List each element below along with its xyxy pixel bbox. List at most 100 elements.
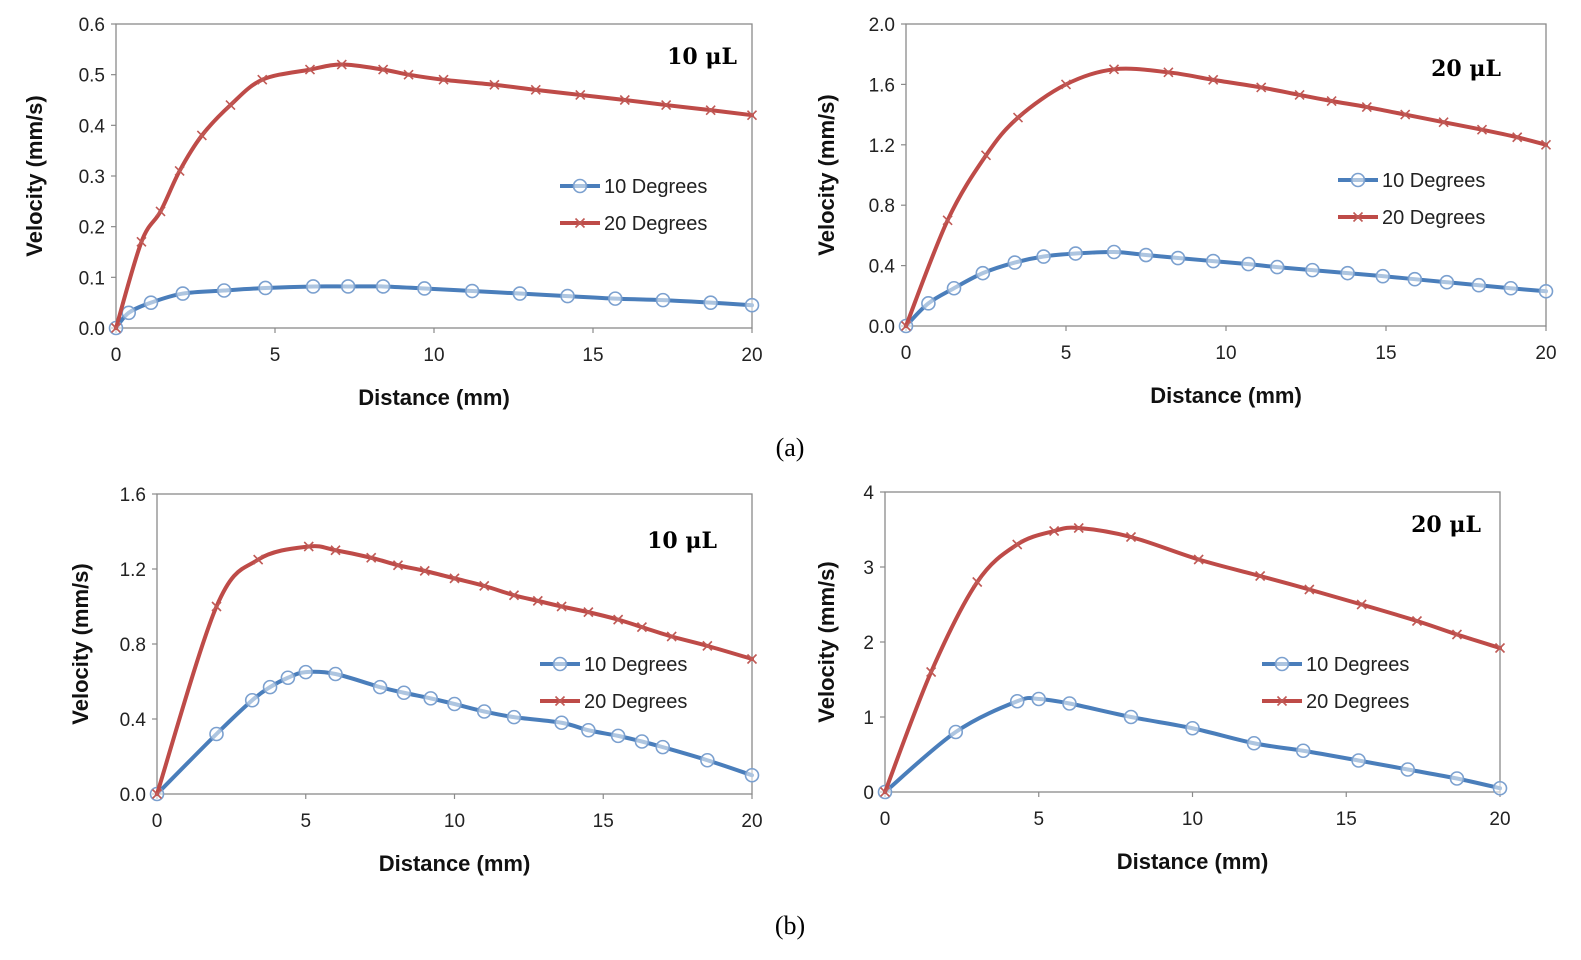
data-point <box>921 296 936 311</box>
y-tick-label: 0.3 <box>79 167 105 188</box>
data-point <box>1163 67 1174 78</box>
y-tick-label: 0.0 <box>120 785 146 806</box>
x-tick-label: 5 <box>300 811 311 832</box>
data-point <box>396 685 412 701</box>
y-tick-label: 0.5 <box>79 66 105 87</box>
data-point <box>1361 101 1372 113</box>
series-red <box>879 522 1506 798</box>
legend-entry: 20 Degrees <box>540 691 687 713</box>
data-point <box>512 286 528 301</box>
data-point <box>336 59 347 70</box>
data-point <box>1449 771 1465 786</box>
data-point <box>449 573 460 584</box>
x-tick-label: 20 <box>1489 809 1510 830</box>
data-point <box>975 265 991 281</box>
plot-area <box>905 23 1547 327</box>
data-point <box>328 666 343 682</box>
series-blue <box>149 664 760 802</box>
data-point <box>378 64 389 75</box>
data-point <box>1411 615 1423 627</box>
series-line <box>883 525 1502 794</box>
data-point <box>216 283 232 298</box>
data-point <box>1256 82 1267 93</box>
y-tick-label: 4 <box>863 483 874 504</box>
data-point <box>1106 244 1122 260</box>
data-point <box>554 715 569 731</box>
data-point <box>372 679 388 695</box>
x-tick-label: 0 <box>880 809 891 830</box>
legend-label: 10 Degrees <box>604 176 707 198</box>
series-red <box>110 59 758 334</box>
series-red <box>151 541 758 800</box>
x-tick-label: 5 <box>1033 809 1044 830</box>
data-point <box>900 320 912 332</box>
data-point <box>1375 268 1391 284</box>
y-tick-label: 0.1 <box>79 268 105 289</box>
data-point <box>1304 584 1315 595</box>
y-tick-label: 1.6 <box>869 75 895 96</box>
data-point <box>305 279 321 294</box>
chart-title: 20 μL <box>1431 56 1501 82</box>
y-tick-label: 0.6 <box>79 15 105 36</box>
data-point <box>175 286 191 301</box>
data-point <box>1049 525 1060 537</box>
x-tick-label: 15 <box>582 345 603 366</box>
data-point <box>1062 696 1077 711</box>
y-tick-label: 0.4 <box>869 257 896 278</box>
data-point <box>304 64 316 75</box>
data-point <box>700 752 715 768</box>
data-point <box>705 105 716 116</box>
data-point <box>1205 253 1221 269</box>
chart-top-right: 0.0 0.4 0.8 1.2 1.6 2.0 0 5 10 15 20 Distance (mm) V… <box>814 15 1557 408</box>
data-point <box>1400 109 1411 120</box>
legend-label: 20 Degrees <box>604 213 707 235</box>
x-tick-label: 5 <box>1061 343 1072 364</box>
chart-bottom-right: 0 1 2 3 4 0 5 10 15 20 Distance (mm) Velocity (mm/s… <box>814 483 1511 874</box>
legend-entry: 10 Degrees <box>560 176 707 198</box>
y-tick-label: 1.6 <box>120 485 146 506</box>
x-tick-label: 20 <box>741 345 762 366</box>
data-point <box>121 305 137 321</box>
data-point <box>1036 249 1051 264</box>
legend-entry: 20 Degrees <box>560 213 707 235</box>
data-point <box>211 601 222 612</box>
y-tick-label: 0.0 <box>869 317 895 338</box>
plot-area <box>884 491 1501 793</box>
data-point <box>253 554 264 565</box>
legend-marker <box>554 695 566 707</box>
data-point <box>655 739 671 755</box>
plot-area <box>115 23 753 329</box>
data-point <box>1451 629 1463 640</box>
data-point <box>1009 693 1025 709</box>
legend-entry: 20 Degrees <box>1262 691 1409 713</box>
data-point <box>244 692 260 708</box>
data-point <box>258 280 273 296</box>
y-tick-label: 1 <box>863 708 874 729</box>
legend-label: 20 Degrees <box>1306 691 1409 713</box>
data-point <box>506 709 522 725</box>
data-point <box>1438 117 1449 128</box>
data-point <box>1351 753 1366 768</box>
data-point <box>262 679 278 695</box>
x-tick-label: 0 <box>111 345 122 366</box>
data-point <box>1007 255 1023 270</box>
data-point <box>634 734 650 749</box>
y-axis-title: Velocity (mm/s) <box>814 561 839 722</box>
data-point <box>1400 762 1416 777</box>
data-point <box>1356 599 1367 610</box>
data-point <box>375 279 391 294</box>
legend-entry: 10 Degrees <box>1338 170 1485 192</box>
data-point <box>1492 780 1508 796</box>
data-point <box>1031 691 1047 707</box>
y-tick-label: 1.2 <box>869 136 895 157</box>
data-point <box>1208 74 1219 85</box>
legend-marker <box>1352 211 1364 223</box>
data-point <box>1193 554 1204 565</box>
data-point <box>1471 277 1487 293</box>
data-point <box>575 89 586 100</box>
data-point <box>746 653 758 665</box>
data-point <box>438 74 449 85</box>
y-axis-title: Velocity (mm/s) <box>68 563 93 724</box>
data-point <box>972 576 983 588</box>
legend-label: 10 Degrees <box>1306 654 1409 676</box>
